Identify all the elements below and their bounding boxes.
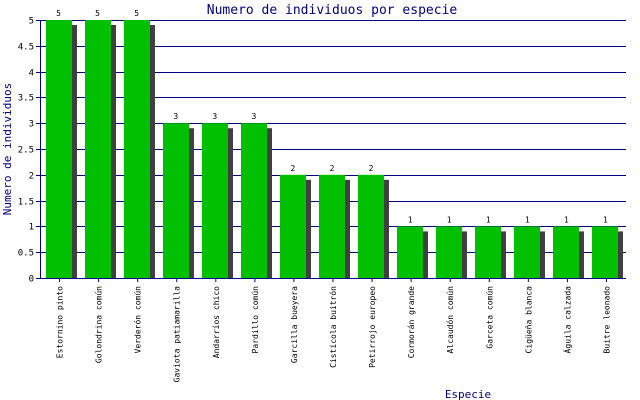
bar (85, 20, 111, 278)
data-label: 1 (603, 215, 608, 224)
x-tick-label: Andarríos chico (212, 286, 221, 358)
bar (553, 226, 579, 278)
x-tick-label: Cigüeña blanca (524, 286, 533, 354)
x-tick-label: Garceta común (485, 286, 494, 349)
y-tick-label: 3.5 (18, 94, 34, 104)
x-tick-label: Golondrina común (95, 286, 104, 363)
y-tick-label: 0.5 (18, 249, 34, 259)
data-label: 1 (447, 215, 452, 224)
bar (202, 123, 228, 278)
data-label: 5 (56, 9, 61, 18)
bar (124, 20, 150, 278)
bar (358, 174, 384, 278)
y-tick-label: 1.5 (18, 198, 34, 208)
x-tick-label: Estornino pinto (56, 286, 65, 358)
data-label: 5 (95, 9, 100, 18)
x-tick-label: Verderón común (133, 286, 143, 354)
data-labels: 5 5 5 3 3 3 2 2 2 1 1 1 1 1 1 (56, 9, 608, 224)
y-tick-label: 3 (29, 120, 34, 130)
y-tick-label: 4 (29, 69, 34, 79)
data-label: 1 (564, 215, 569, 224)
x-axis-label: Especie (445, 388, 491, 400)
data-label: 1 (408, 215, 413, 224)
bar (475, 226, 501, 278)
x-tick-label: Buitre leonado (602, 286, 611, 354)
x-tick-label: Pardillo común (251, 286, 260, 354)
y-ticks: 0 0.5 1 1.5 2 2.5 3 3.5 4 4.5 5 (18, 17, 40, 285)
y-tick-label: 0 (29, 275, 34, 285)
bar (280, 174, 306, 278)
bar (163, 123, 189, 278)
x-tick-label: Cistícola buitrón (328, 286, 338, 368)
x-tick-label: Petirrojo europeo (368, 286, 377, 368)
data-label: 1 (525, 215, 530, 224)
data-label: 3 (212, 112, 217, 121)
data-label: 2 (369, 164, 374, 173)
y-tick-label: 2 (29, 172, 34, 182)
bar (592, 226, 618, 278)
y-axis-label: Numero de individuos (1, 83, 14, 215)
y-tick-label: 2.5 (18, 146, 34, 156)
x-tick-label: Alcaudón común (445, 286, 455, 354)
bar (241, 123, 267, 278)
bar (397, 226, 423, 278)
bar (436, 226, 462, 278)
bar (319, 174, 345, 278)
x-tick-label: Garcilla bueyera (290, 286, 299, 363)
x-tick-label: Águila calzada (561, 286, 572, 354)
y-tick-label: 4.5 (18, 43, 34, 53)
data-label: 2 (330, 164, 335, 173)
data-label: 3 (173, 112, 178, 121)
data-label: 2 (291, 164, 296, 173)
chart-title: Numero de individuos por especie (207, 3, 458, 18)
y-tick-label: 1 (29, 223, 34, 233)
bar (514, 226, 540, 278)
bar (46, 20, 72, 278)
y-tick-label: 5 (29, 17, 34, 27)
data-label: 5 (134, 9, 139, 18)
x-tick-label: Gaviota patiamarilla (173, 286, 182, 383)
x-ticks: Estornino pinto Golondrina común Verderón … (56, 278, 611, 383)
data-label: 1 (486, 215, 491, 224)
data-label: 3 (251, 112, 256, 121)
bars (46, 20, 618, 278)
x-tick-label: Cormorán grande (407, 286, 416, 358)
